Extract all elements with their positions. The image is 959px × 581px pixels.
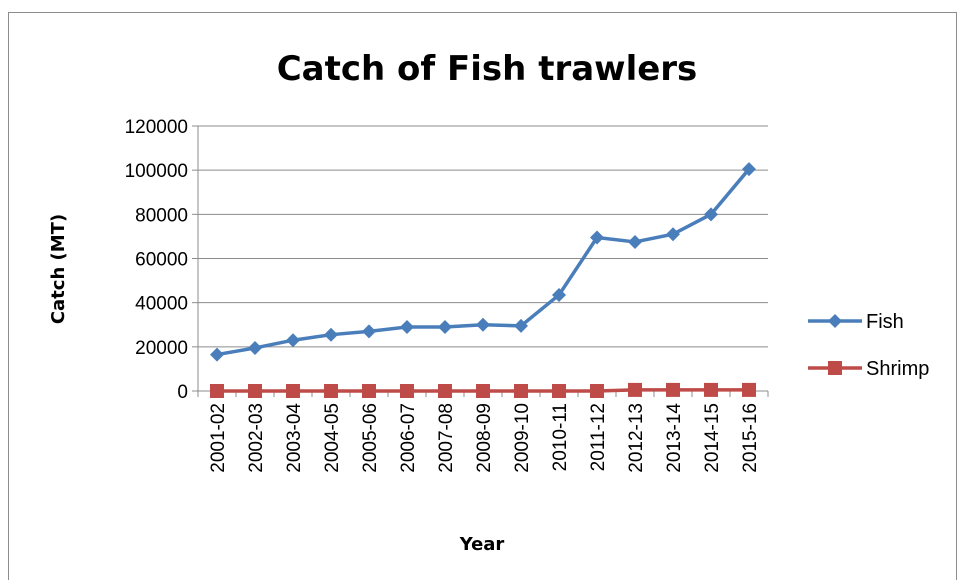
legend: Fish Shrimp [808,311,929,380]
chart-frame [8,12,957,580]
x-tick-label: 2001-02 [208,403,229,473]
data-point [476,384,490,398]
legend-marker [828,361,842,375]
y-tick-labels: 0 20000 40000 60000 80000 100000 120000 [125,117,188,403]
series-shrimp [210,382,756,398]
data-point [476,317,490,332]
series-group [210,162,756,398]
data-point [400,319,414,334]
data-point [666,382,680,397]
y-tick-label: 60000 [135,250,188,271]
data-point [590,230,604,245]
data-point [552,287,566,302]
x-tick-label: 2012-13 [626,403,647,473]
x-tick-label: 2007-08 [436,403,457,473]
data-point [704,382,718,397]
series-fish [210,162,756,362]
x-tick-label: 2005-06 [360,403,381,473]
data-point [590,384,604,398]
x-tick-label: 2006-07 [398,403,419,473]
data-point [742,162,756,177]
legend-item-shrimp: Shrimp [808,358,929,380]
data-point [362,384,376,398]
chart-title: Catch of Fish trawlers [277,49,698,89]
data-point [248,384,262,398]
legend-item-fish: Fish [808,311,904,333]
x-tick-label: 2008-09 [474,403,495,473]
data-point [324,327,338,342]
x-tick-label: 2009-10 [512,403,533,473]
legend-label: Shrimp [866,358,929,380]
x-tick-labels: 2001-02 2002-03 2003-04 2004-05 2005-06 2006-… [208,403,761,473]
x-tick-label: 2002-03 [246,403,267,473]
x-tick-label: 2010-11 [550,403,571,471]
y-tick-label: 0 [177,382,188,403]
data-point [514,384,528,398]
data-point [742,382,756,397]
x-tick-label: 2003-04 [284,403,305,473]
y-tick-label: 40000 [135,294,188,315]
data-point [248,340,262,355]
data-point [324,384,338,398]
data-point [666,227,680,242]
data-point [210,384,224,398]
x-tick-label: 2015-16 [740,403,761,473]
data-point [400,384,414,398]
x-tick-label: 2011-12 [588,403,609,471]
data-point [514,318,528,333]
y-tick-label: 20000 [135,338,188,359]
data-point [438,384,452,398]
legend-marker [828,314,842,328]
x-tick-label: 2014-15 [702,403,723,473]
data-point [286,384,300,398]
y-tick-label: 100000 [125,161,188,182]
data-point [628,382,642,397]
data-point [552,384,566,398]
legend-label: Fish [866,311,904,333]
y-tick-label: 80000 [135,205,188,226]
data-point [210,347,224,362]
data-point [628,234,642,249]
x-axis-title: Year [459,534,505,555]
data-point [438,319,452,334]
data-point [362,324,376,339]
y-axis-title: Catch (MT) [48,214,69,324]
data-point [286,333,300,348]
x-tick-label: 2013-14 [664,403,685,473]
gridlines [192,125,769,397]
y-tick-label: 120000 [125,117,188,138]
data-point [704,207,718,222]
x-tick-label: 2004-05 [322,403,343,473]
